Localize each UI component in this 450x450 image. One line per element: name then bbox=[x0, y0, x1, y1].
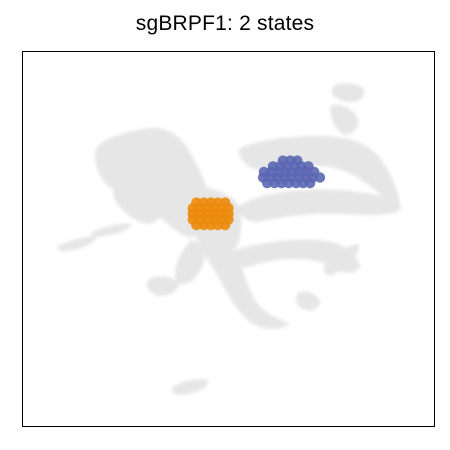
highlighted-states bbox=[187, 155, 326, 231]
state-cluster-1 bbox=[187, 197, 234, 231]
state-cluster-2 bbox=[257, 155, 326, 189]
state-1-point-28 bbox=[220, 219, 231, 231]
state-2-point-27 bbox=[262, 177, 273, 189]
chart-title: sgBRPF1: 2 states bbox=[135, 12, 315, 35]
state-2-point-30 bbox=[283, 177, 294, 189]
state-2-point-26 bbox=[314, 172, 326, 183]
state-1-point-27 bbox=[212, 219, 223, 231]
state-2-point-33 bbox=[304, 177, 316, 189]
state-1-point-24 bbox=[191, 219, 202, 231]
